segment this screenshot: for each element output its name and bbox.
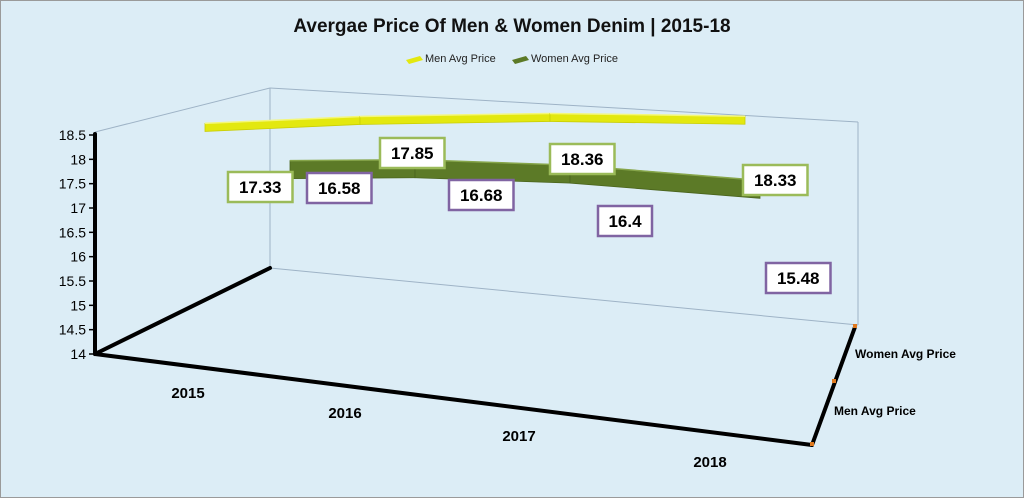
data-label-women-2015: 16.58 xyxy=(318,179,361,198)
y-tick-label: 15.5 xyxy=(59,273,86,289)
data-label-box-women xyxy=(447,178,515,212)
data-label-men-2015: 17.33 xyxy=(239,178,282,197)
y-tick-label: 14 xyxy=(70,346,86,362)
data-label-men-2016: 17.85 xyxy=(391,144,434,163)
x-tick-label-2016: 2016 xyxy=(328,405,361,422)
legend-label-men: Men Avg Price xyxy=(425,53,496,65)
legend-swatch-men xyxy=(406,56,423,64)
x-axis-line xyxy=(93,352,814,447)
left-floor-edge xyxy=(93,266,272,356)
data-label-box-men xyxy=(226,170,294,204)
y-tick-label: 17.5 xyxy=(59,176,86,192)
ribbon-edge-men xyxy=(359,112,551,118)
depth-tick-front xyxy=(810,442,814,446)
depth-tick-back xyxy=(853,324,857,328)
legend: Men Avg Price Women Avg Price xyxy=(406,53,618,65)
chart-title: Avergae Price Of Men & Women Denim | 201… xyxy=(293,16,730,37)
back-wall-top-left-edge xyxy=(94,87,271,133)
data-label-women-2018: 15.48 xyxy=(777,269,820,288)
depth-label-women: Women Avg Price xyxy=(855,347,956,361)
data-label-women-2016: 16.68 xyxy=(460,186,503,205)
y-tick-label: 16.5 xyxy=(59,224,86,240)
legend-swatch-women xyxy=(512,56,529,64)
x-tick-label-2015: 2015 xyxy=(171,385,204,402)
y-tick-label: 15 xyxy=(70,297,86,313)
data-label-box-men xyxy=(548,142,616,176)
data-label-men-2017: 18.36 xyxy=(561,150,604,169)
y-tick-label: 18.5 xyxy=(59,127,86,143)
depth-axis-line xyxy=(810,325,857,447)
data-label-box-men xyxy=(378,136,446,170)
depth-tick-mid xyxy=(832,379,836,383)
x-tick-label-2018: 2018 xyxy=(693,454,726,471)
data-label-women-2017: 16.4 xyxy=(608,212,642,231)
data-label-box-women xyxy=(596,204,654,238)
back-wall-top-edge xyxy=(269,87,859,123)
legend-label-women: Women Avg Price xyxy=(531,53,618,65)
y-tick-label: 16 xyxy=(70,249,86,265)
ribbon-edge-men xyxy=(204,115,361,125)
back-floor-edge xyxy=(269,267,859,326)
ribbon-edge-men xyxy=(549,112,746,117)
data-label-box-women xyxy=(764,261,832,295)
data-labels: 17.33 17.85 18.36 18.33 16.58 16.68 16.4 15.48 xyxy=(226,136,832,295)
data-label-box-men xyxy=(741,163,809,197)
data-label-men-2018: 18.33 xyxy=(754,171,797,190)
y-tick-label: 18 xyxy=(70,151,86,167)
depth-label-men: Men Avg Price xyxy=(834,404,916,418)
series-ribbons xyxy=(204,112,761,199)
y-tick-label: 14.5 xyxy=(59,322,86,338)
y-axis-ticks: 14 14.5 15 15.5 16 16.5 17 17.5 18 18.5 xyxy=(59,127,95,362)
x-tick-label-2017: 2017 xyxy=(502,428,535,445)
data-label-box-women xyxy=(305,171,373,205)
y-tick-label: 17 xyxy=(70,200,86,216)
ribbon-segment-men xyxy=(204,116,361,132)
